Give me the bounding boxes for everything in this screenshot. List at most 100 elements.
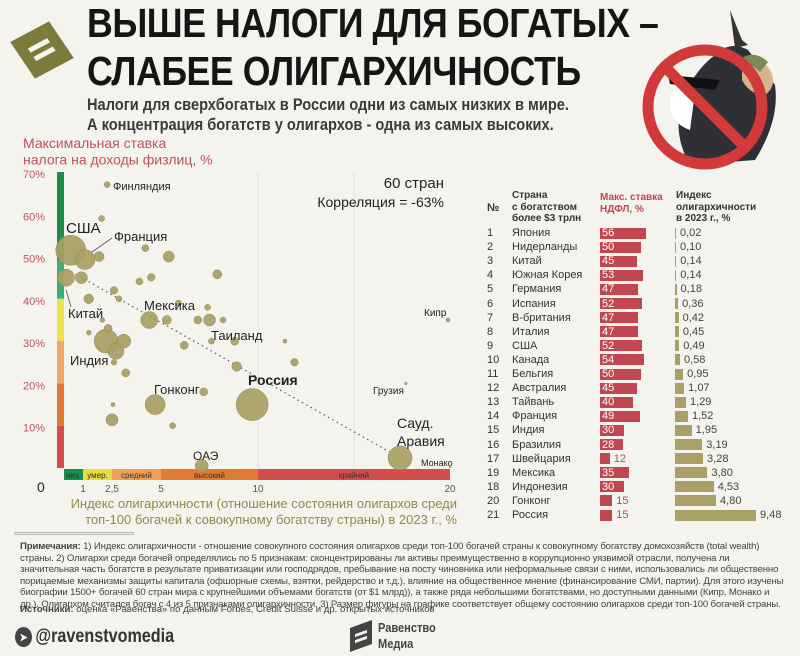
col-header-number: № <box>487 202 500 214</box>
row-number: 3 <box>487 255 494 268</box>
index-value: 3,19 <box>706 438 728 451</box>
row-number: 14 <box>487 410 500 423</box>
index-value: 0,95 <box>687 368 709 380</box>
index-bar <box>675 410 688 422</box>
tax-bar <box>600 453 610 465</box>
table-row: 15 Индия 30 1,95 <box>484 423 800 437</box>
row-country: Китай <box>512 255 542 268</box>
tax-bar <box>600 312 639 324</box>
data-point <box>140 311 158 329</box>
data-point <box>116 333 132 349</box>
correlation-annotation: Корреляция = -63% <box>317 194 444 210</box>
label-monaco: Монако <box>421 458 453 468</box>
row-number: 2 <box>487 241 494 254</box>
title-line-2: СЛАБЕЕ ОЛИГАРХИЧНОСТЬ <box>87 47 581 94</box>
row-number: 5 <box>487 283 494 296</box>
table-row: 19 Мексика 35 3,80 <box>484 466 800 480</box>
data-point <box>109 286 119 295</box>
y-axis-band <box>57 425 64 468</box>
label-saudi-line-1: Сауд. <box>397 415 434 431</box>
y-axis-band <box>57 341 64 384</box>
title-line-1: ВЫШЕ НАЛОГИ ДЛЯ БОГАТЫХ – <box>87 0 659 46</box>
index-bar <box>675 283 677 295</box>
y-tick-label: 60% <box>23 211 45 223</box>
index-value: 0,14 <box>680 269 702 282</box>
data-point <box>57 268 75 287</box>
x-band-label: средний <box>121 471 152 480</box>
row-number: 19 <box>487 466 500 479</box>
y-axis-label-line-1: Максимальная ставка <box>23 135 166 151</box>
subtitle-line-2: А концентрация богатств у олигархов - од… <box>87 115 554 134</box>
table-row: 5 Германия 47 0,18 <box>484 282 800 296</box>
tax-bar <box>600 467 629 479</box>
tax-bar <box>600 410 640 422</box>
tax-value: 30 <box>602 424 615 437</box>
table-row: 8 Италия 47 0,45 <box>484 325 800 339</box>
index-bar <box>675 396 687 408</box>
data-point <box>445 317 451 323</box>
index-value: 9,48 <box>760 509 782 521</box>
row-number: 17 <box>487 452 500 465</box>
table-row: 9 США 52 0,49 <box>484 339 800 353</box>
tax-bar <box>600 269 644 281</box>
tax-bar <box>600 326 639 338</box>
index-value: 0,02 <box>680 227 702 239</box>
index-bar <box>675 495 717 507</box>
x-axis-band <box>112 469 161 480</box>
col-header-tax-line: Макс. ставка <box>600 192 663 203</box>
data-point <box>110 402 116 407</box>
data-point <box>74 249 96 270</box>
row-number: 15 <box>487 424 500 437</box>
row-country: Россия <box>512 509 549 521</box>
table-row: 16 Бразилия 28 3,19 <box>484 438 800 452</box>
index-bar <box>675 312 679 324</box>
index-value: 0,49 <box>683 339 705 352</box>
data-point <box>282 338 288 344</box>
tax-bar <box>600 509 613 521</box>
index-value: 1,29 <box>690 396 712 409</box>
telegram-link[interactable]: ➤ @ravenstvomedia <box>15 626 174 648</box>
row-number: 12 <box>487 382 500 395</box>
row-country: Индия <box>512 424 545 437</box>
data-point <box>103 181 111 188</box>
tax-value: 47 <box>602 311 615 324</box>
data-point <box>105 413 119 427</box>
tax-value: 15 <box>616 509 629 521</box>
tax-value: 56 <box>602 227 615 239</box>
tax-bar <box>600 424 625 436</box>
label-hongkong: Гонконг <box>154 382 200 397</box>
col-header-index-line: в 2023 г., % <box>676 213 731 224</box>
data-point <box>135 277 144 286</box>
y-axis-band <box>57 172 64 261</box>
data-point <box>387 445 413 471</box>
label-georgia: Грузия <box>373 386 404 397</box>
x-axis-label-line-1: Индекс олигархичности (отношение состоян… <box>71 496 457 511</box>
data-point <box>103 324 113 333</box>
tax-value: 50 <box>602 241 615 254</box>
tax-bar <box>600 241 641 253</box>
brand-name-line-2: Медиа <box>378 635 414 651</box>
table-row: 12 Австралия 45 1,07 <box>484 381 800 395</box>
row-country: Индонезия <box>512 480 568 493</box>
index-value: 0,45 <box>682 325 705 338</box>
data-point <box>404 381 408 385</box>
label-india: Индия <box>70 353 108 368</box>
index-value: 3,28 <box>707 452 729 465</box>
data-point <box>235 388 269 421</box>
data-point <box>194 459 209 473</box>
x-axis-band <box>258 469 450 480</box>
y-tick-label: 10% <box>23 423 45 435</box>
no-oligarch-illustration <box>642 10 776 170</box>
data-point <box>141 244 150 252</box>
scatter-chart: Максимальная ставка налога на доходы физ… <box>23 135 457 527</box>
index-bar <box>675 255 677 267</box>
notes: Примечания: 1) Индекс олигархичности - о… <box>20 541 790 611</box>
origin-label: 0 <box>37 479 45 495</box>
x-tick-label: 20 <box>444 484 456 495</box>
table-row: 6 Испания 52 0,36 <box>484 297 800 311</box>
subtitle-line-1: Налоги для сверхбогатых в России одни из… <box>87 95 569 114</box>
index-bar <box>675 269 677 281</box>
x-tick-label: 2,5 <box>105 484 119 495</box>
label-france: Франция <box>114 229 167 244</box>
tax-value: 45 <box>602 382 615 395</box>
